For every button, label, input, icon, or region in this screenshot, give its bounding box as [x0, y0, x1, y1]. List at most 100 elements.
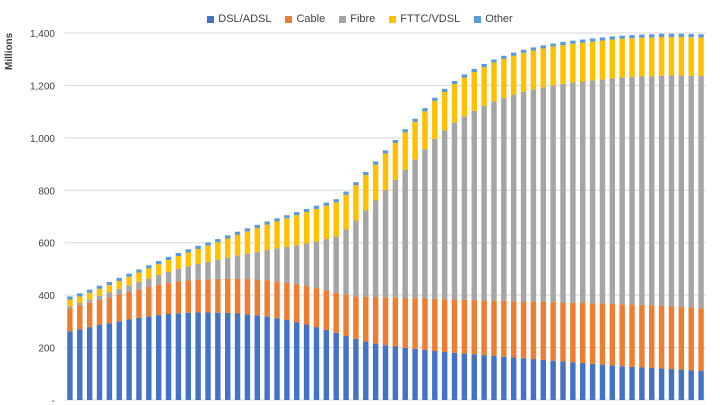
- bar-segment-other: [353, 182, 359, 186]
- bar-segment-dsl-adsl: [471, 354, 477, 400]
- bar-segment-dsl-adsl: [422, 349, 428, 400]
- bar-segment-other: [195, 245, 201, 250]
- bar-segment-dsl-adsl: [649, 368, 655, 400]
- bar-segment-other: [678, 33, 685, 37]
- bar-segment-other: [294, 212, 300, 216]
- bar-segment-other: [363, 171, 369, 176]
- bar-segment-dsl-adsl: [560, 361, 566, 400]
- bar-segment-fibre: [412, 159, 418, 299]
- bar-segment-fttc-vdsl: [589, 41, 596, 81]
- bar-segment-fttc-vdsl: [402, 132, 408, 170]
- bar-segment-fibre: [67, 306, 73, 309]
- bar-segment-dsl-adsl: [294, 322, 300, 400]
- bar-segment-other: [67, 296, 73, 300]
- bar-segment-dsl-adsl: [501, 356, 507, 400]
- bar-segment-other: [372, 161, 379, 165]
- bar-segment-other: [422, 108, 428, 112]
- bar-segment-dsl-adsl: [106, 323, 113, 400]
- bar-segment-other: [432, 97, 438, 101]
- bar-segment-cable: [165, 283, 172, 315]
- y-tick-label: 1,000: [30, 134, 55, 145]
- bar-segment-fibre: [264, 250, 270, 281]
- bar-segment-cable: [313, 288, 320, 328]
- bar-segment-dsl-adsl: [491, 355, 497, 400]
- bar-segment-cable: [432, 298, 438, 351]
- bar-segment-fttc-vdsl: [126, 276, 132, 286]
- bar-segment-other: [215, 239, 221, 243]
- bar-segment-fttc-vdsl: [491, 62, 497, 102]
- y-tick-label: 600: [38, 239, 55, 250]
- legend-swatch: [207, 15, 215, 23]
- bar-segment-fttc-vdsl: [343, 194, 349, 230]
- bar-segment-dsl-adsl: [254, 315, 261, 400]
- bar-segment-cable: [678, 306, 685, 370]
- bar-segment-fibre: [461, 116, 468, 300]
- bar-segment-fttc-vdsl: [313, 208, 320, 242]
- y-tick-label: 200: [38, 344, 55, 355]
- bar-segment-dsl-adsl: [639, 367, 645, 400]
- bar-segment-other: [609, 36, 616, 40]
- bar-segment-dsl-adsl: [215, 312, 221, 400]
- bar-segment-cable: [126, 291, 132, 320]
- bar-segment-cable: [629, 304, 635, 367]
- bar-segment-other: [175, 252, 182, 257]
- bar-segment-fibre: [353, 220, 359, 297]
- bar-segment-dsl-adsl: [274, 318, 280, 400]
- bar-segment-fibre: [195, 263, 201, 280]
- bar-segment-dsl-adsl: [67, 331, 73, 400]
- bar-segment-cable: [698, 308, 704, 371]
- bar-segment-fibre: [106, 292, 113, 298]
- bar-segment-fttc-vdsl: [96, 288, 103, 296]
- bar-segment-dsl-adsl: [441, 352, 448, 400]
- bar-segment-other: [639, 34, 645, 38]
- bar-segment-fibre: [491, 101, 497, 301]
- bar-segment-other: [461, 74, 468, 78]
- bar-segment-fttc-vdsl: [116, 280, 122, 289]
- bar-segment-dsl-adsl: [530, 359, 537, 400]
- bar-segment-dsl-adsl: [580, 363, 586, 400]
- bar-segment-other: [205, 242, 211, 246]
- bar-segment-fttc-vdsl: [264, 224, 270, 251]
- bar-segment-fibre: [501, 97, 507, 301]
- bar-segment-cable: [550, 302, 556, 361]
- bar-segment-cable: [254, 279, 261, 316]
- bar-segment-fttc-vdsl: [254, 228, 261, 252]
- bar-segment-fibre: [215, 259, 221, 279]
- legend-label: Cable: [296, 13, 326, 25]
- bar-segment-dsl-adsl: [264, 316, 270, 400]
- legend-swatch: [285, 15, 293, 23]
- bar-segment-fttc-vdsl: [471, 72, 477, 111]
- legend-swatch: [474, 15, 482, 23]
- bar-segment-dsl-adsl: [412, 348, 418, 400]
- bar-segment-cable: [106, 297, 113, 324]
- bar-segment-fibre: [550, 85, 556, 303]
- bar-segment-dsl-adsl: [353, 338, 359, 400]
- bar-segment-cable: [441, 299, 448, 353]
- bar-segment-fibre: [313, 241, 320, 289]
- bar-segment-dsl-adsl: [382, 345, 389, 400]
- bar-segment-dsl-adsl: [323, 330, 330, 400]
- bar-segment-dsl-adsl: [234, 313, 241, 400]
- bar-segment-fibre: [225, 257, 231, 279]
- bar-segment-other: [570, 40, 576, 44]
- bar-segment-other: [629, 35, 635, 39]
- bar-segment-other: [589, 38, 596, 42]
- bar-segment-dsl-adsl: [520, 358, 527, 400]
- bar-segment-other: [106, 282, 113, 286]
- bar-segment-other: [96, 285, 103, 289]
- bar-segment-cable: [116, 294, 122, 322]
- bar-segment-cable: [382, 297, 389, 346]
- bar-segment-dsl-adsl: [333, 332, 339, 400]
- bar-segment-dsl-adsl: [668, 369, 675, 400]
- bar-segment-fibre: [560, 83, 566, 303]
- bar-segment-fibre: [540, 87, 546, 302]
- bar-segment-fibre: [698, 75, 704, 309]
- bar-segment-cable: [234, 278, 241, 314]
- bar-segment-fttc-vdsl: [155, 264, 162, 275]
- bar-segment-other: [451, 80, 458, 85]
- bar-segment-other: [126, 273, 132, 277]
- bar-segment-fttc-vdsl: [67, 299, 73, 307]
- bar-segment-cable: [372, 297, 379, 344]
- bar-segment-fttc-vdsl: [461, 77, 468, 117]
- bar-segment-fttc-vdsl: [234, 234, 241, 256]
